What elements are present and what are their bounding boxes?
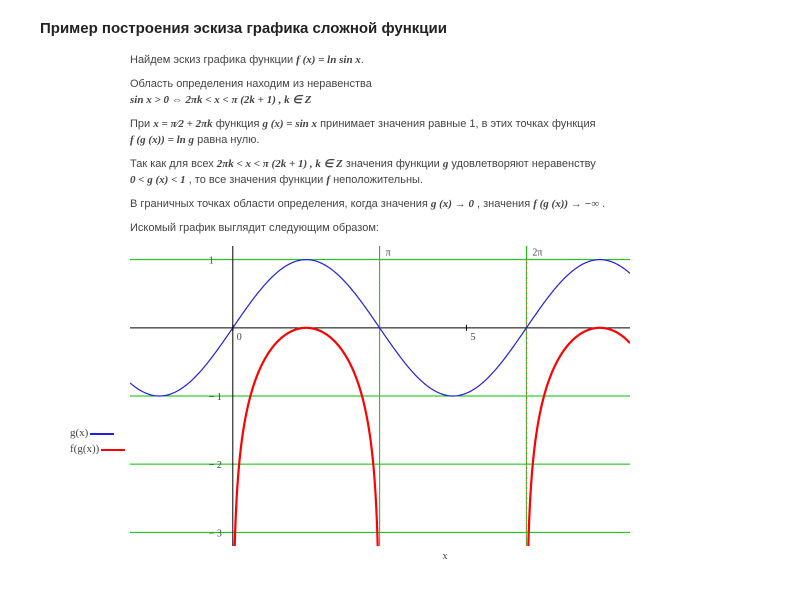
text: Область определения находим из неравенст… (130, 78, 372, 90)
function-chart: 0 5 1 − 1 − 2 − 3 π 2π (130, 246, 630, 546)
text: . (361, 54, 364, 66)
legend-line-g (90, 433, 114, 435)
legend-row-g: g(x) (70, 426, 125, 442)
text: . (602, 198, 605, 210)
math-expr: g (x) = sin x (262, 118, 317, 130)
x-axis-label: x (130, 550, 760, 565)
text: функция (216, 118, 263, 130)
paragraph-1: Найдем эскиз графика функции f (x) = ln … (130, 53, 760, 69)
content-body: Найдем эскиз графика функции f (x) = ln … (130, 53, 760, 565)
text: значения функции (346, 158, 443, 170)
text: , значения (477, 198, 533, 210)
math-expr: f (x) = ln sin x (296, 54, 361, 66)
paragraph-3: При x = π⁄2 + 2πk функция g (x) = sin x … (130, 117, 760, 149)
svg-text:− 1: − 1 (209, 392, 222, 403)
math-expr: f (g (x)) = ln g (130, 134, 194, 146)
svg-text:5: 5 (470, 332, 475, 343)
math-expr: sin x > 0 ⇔ 2πk < x < π (2k + 1) , k ∈ Z (130, 94, 311, 106)
text: равна нулю. (197, 134, 259, 146)
legend-label-f: f(g(x)) (70, 442, 99, 458)
legend-line-f (101, 449, 125, 451)
text: , то все значения функции (189, 174, 327, 186)
paragraph-5: В граничных точках области определения, … (130, 197, 760, 213)
math-expr: f (326, 174, 330, 186)
svg-text:2π: 2π (532, 248, 542, 259)
text: удовлетворяют неравенству (451, 158, 595, 170)
chart-legend: g(x) f(g(x)) (70, 426, 125, 458)
text: При (130, 118, 153, 130)
math-expr: g (443, 158, 449, 170)
page-title: Пример построения эскиза графика сложной… (40, 20, 760, 37)
text: Найдем эскиз графика функции (130, 54, 296, 66)
math-expr: x = π⁄2 + 2πk (153, 118, 212, 130)
paragraph-4: Так как для всех 2πk < x < π (2k + 1) , … (130, 157, 760, 189)
text: неположительны. (333, 174, 423, 186)
paragraph-6: Искомый график выглядит следующим образо… (130, 221, 760, 237)
svg-text:0: 0 (237, 332, 242, 343)
chart-container: g(x) f(g(x)) 051− 1− 2− 3π2π x (130, 246, 760, 565)
legend-label-g: g(x) (70, 426, 88, 442)
math-expr: f (g (x)) → −∞ (533, 198, 599, 210)
text: принимает значения равные 1, в этих точк… (320, 118, 595, 130)
legend-row-f: f(g(x)) (70, 442, 125, 458)
svg-text:1: 1 (209, 256, 214, 267)
svg-text:− 2: − 2 (209, 461, 222, 472)
svg-text:− 3: − 3 (209, 529, 222, 540)
math-expr: 0 < g (x) < 1 (130, 174, 186, 186)
paragraph-2: Область определения находим из неравенст… (130, 77, 760, 109)
math-expr: 2πk < x < π (2k + 1) , k ∈ Z (217, 158, 343, 170)
math-expr: g (x) → 0 (431, 198, 474, 210)
text: Так как для всех (130, 158, 217, 170)
svg-text:π: π (386, 248, 391, 259)
text: В граничных точках области определения, … (130, 198, 431, 210)
